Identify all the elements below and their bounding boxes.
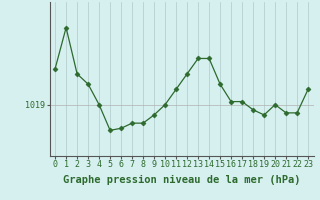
X-axis label: Graphe pression niveau de la mer (hPa): Graphe pression niveau de la mer (hPa) [63,175,300,185]
